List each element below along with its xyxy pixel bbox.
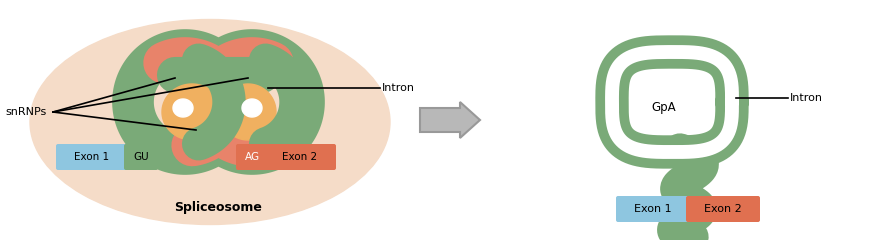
FancyBboxPatch shape bbox=[236, 144, 268, 170]
Text: Exon 2: Exon 2 bbox=[282, 152, 317, 162]
Text: Exon 1: Exon 1 bbox=[634, 204, 672, 214]
Text: Intron: Intron bbox=[382, 83, 415, 93]
Text: Spliceosome: Spliceosome bbox=[174, 202, 262, 215]
FancyBboxPatch shape bbox=[616, 196, 690, 222]
Polygon shape bbox=[242, 99, 262, 117]
Text: snRNPs: snRNPs bbox=[5, 107, 46, 117]
Text: Exon 2: Exon 2 bbox=[705, 204, 742, 214]
Polygon shape bbox=[220, 84, 276, 140]
Text: GU: GU bbox=[133, 152, 149, 162]
FancyBboxPatch shape bbox=[686, 196, 760, 222]
Text: Intron: Intron bbox=[790, 93, 823, 103]
FancyBboxPatch shape bbox=[264, 144, 336, 170]
Text: GpA: GpA bbox=[652, 101, 676, 114]
FancyBboxPatch shape bbox=[56, 144, 128, 170]
Polygon shape bbox=[162, 84, 222, 140]
Polygon shape bbox=[173, 99, 193, 117]
Text: Exon 1: Exon 1 bbox=[74, 152, 110, 162]
Text: AG: AG bbox=[245, 152, 260, 162]
Ellipse shape bbox=[30, 19, 390, 224]
Polygon shape bbox=[420, 102, 480, 138]
FancyBboxPatch shape bbox=[124, 144, 158, 170]
